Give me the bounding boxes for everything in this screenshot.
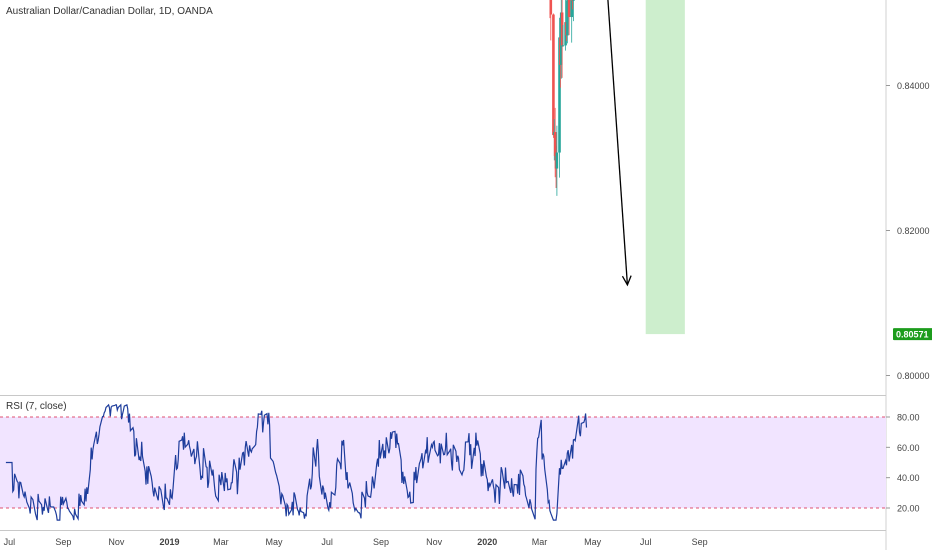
y-tick-label: 0.84000	[897, 81, 930, 91]
x-tick-label: Mar	[213, 537, 229, 547]
rsi-band	[0, 417, 886, 508]
x-tick-label: Nov	[426, 537, 443, 547]
candle-body	[560, 12, 564, 46]
projection-arrow	[607, 0, 629, 285]
candle-body	[561, 45, 565, 47]
candle-body	[572, 0, 575, 1]
chart-title: Australian Dollar/Canadian Dollar, 1D, O…	[6, 6, 213, 17]
y-tick-label: 0.80000	[897, 371, 930, 381]
price-label-box	[893, 328, 932, 341]
x-tick-label: May	[584, 537, 602, 547]
x-tick-label: Sep	[55, 537, 71, 547]
rsi-y-tick-label: 60.00	[897, 443, 920, 453]
candle-body	[567, 0, 571, 18]
rsi-y-tick-label: 80.00	[897, 413, 920, 423]
rsi-y-tick-label: 40.00	[897, 473, 920, 483]
x-tick-label: 2019	[160, 537, 180, 547]
rsi-line	[5, 403, 588, 522]
x-tick-label: Jul	[4, 537, 16, 547]
y-tick-label: 0.82000	[897, 226, 930, 236]
projection-arrowhead	[621, 275, 632, 287]
x-tick-label: Jul	[640, 537, 652, 547]
rsi-y-tick-label: 20.00	[897, 504, 920, 514]
x-tick-label: Nov	[108, 537, 125, 547]
x-tick-label: 2020	[477, 537, 497, 547]
candle-body	[553, 132, 557, 156]
x-tick-label: Jul	[321, 537, 333, 547]
candle-body	[570, 0, 573, 18]
candle-body	[566, 0, 569, 36]
x-tick-label: Sep	[692, 537, 708, 547]
x-tick-label: May	[265, 537, 283, 547]
price-label: 0.80571	[896, 330, 929, 340]
candle-body	[549, 0, 553, 15]
take-profit-zone	[645, 0, 685, 335]
x-tick-label: Sep	[373, 537, 389, 547]
candle-body	[558, 37, 561, 153]
rsi-title: RSI (7, close)	[6, 401, 67, 412]
candle-body	[555, 152, 559, 169]
x-tick-label: Mar	[532, 537, 548, 547]
candle-body	[552, 14, 555, 136]
